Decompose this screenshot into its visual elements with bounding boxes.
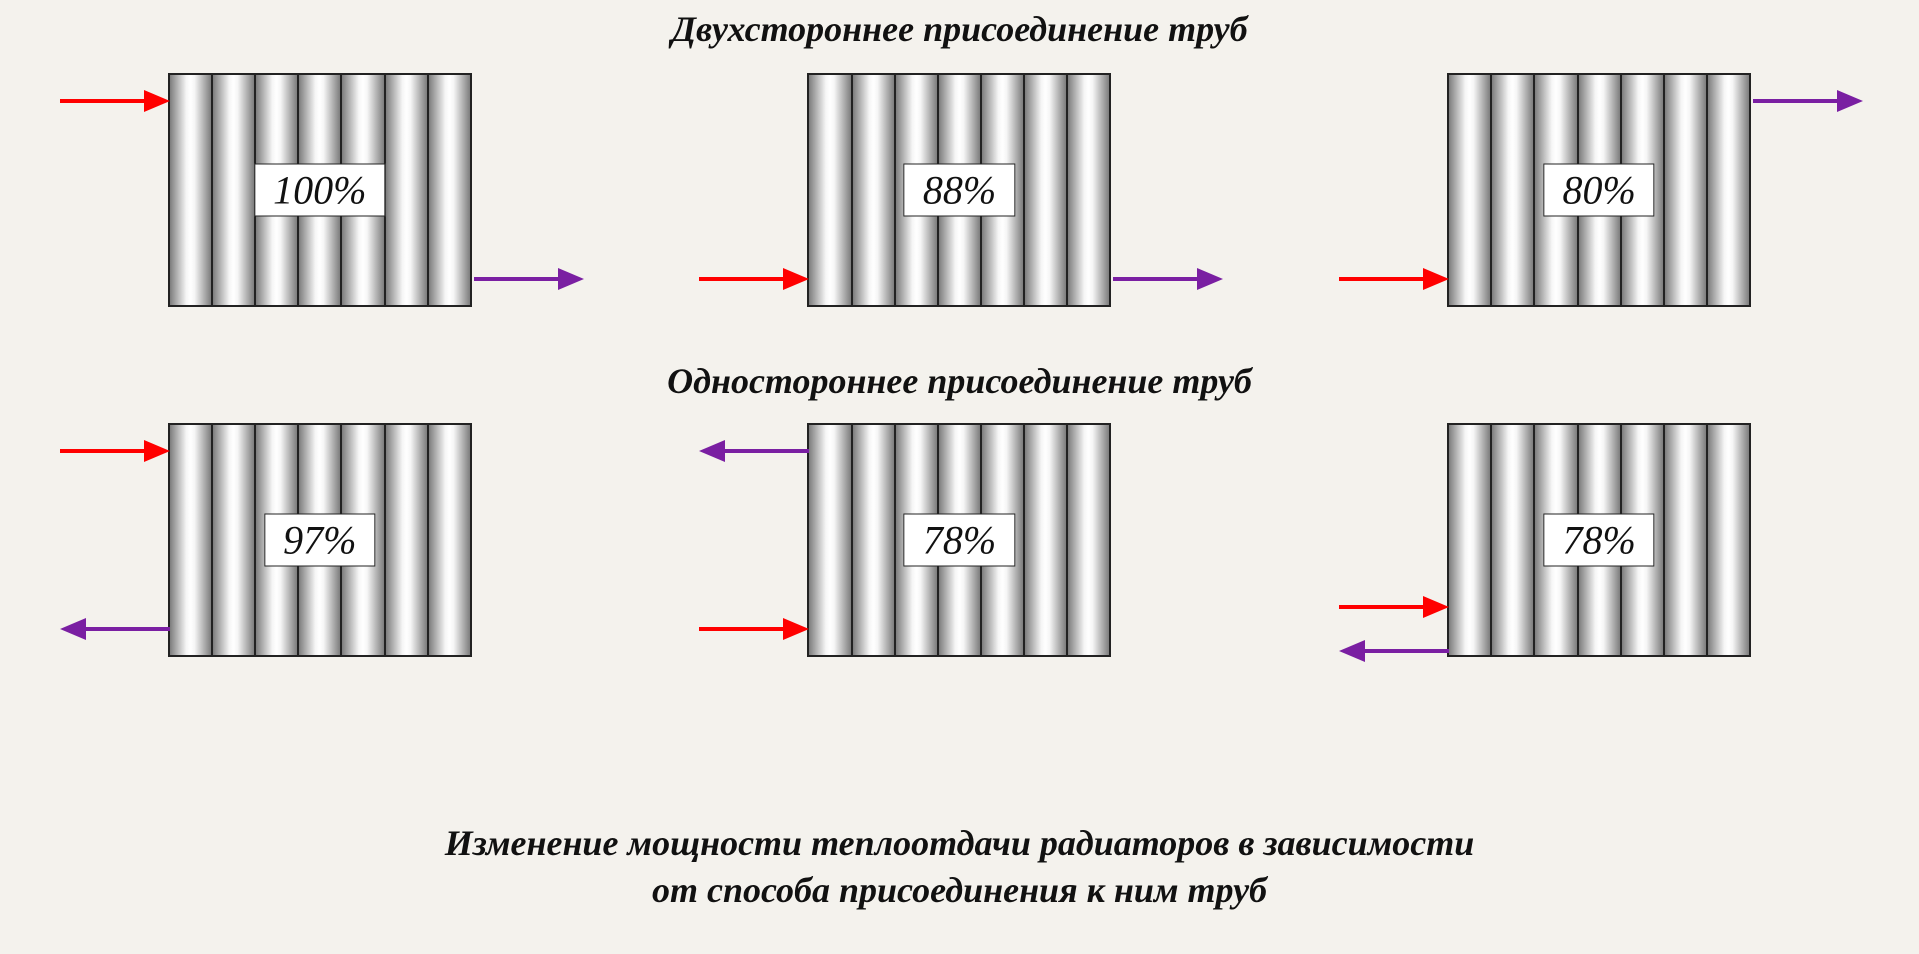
radiator-fin — [1491, 425, 1534, 655]
radiator-fin — [212, 75, 255, 305]
row-bilateral: 100% 88% 80% — [0, 60, 1919, 320]
caption: Изменение мощности теплоотдачи радиаторо… — [0, 820, 1919, 914]
outlet-arrow — [1113, 266, 1223, 292]
efficiency-label: 80% — [1543, 164, 1654, 217]
radiator-fin — [385, 75, 428, 305]
radiator-fin — [1491, 75, 1534, 305]
radiator-fin — [1449, 75, 1491, 305]
radiator-fin — [428, 75, 470, 305]
radiator-fin — [1449, 425, 1491, 655]
radiator-1: 100% — [60, 60, 580, 320]
section-title-unilateral: Одностороннее присоединение труб — [0, 360, 1919, 402]
outlet-arrow — [60, 616, 170, 642]
radiator-fin — [809, 75, 851, 305]
radiator-fin — [385, 425, 428, 655]
inlet-arrow — [60, 88, 170, 114]
outlet-arrow — [474, 266, 584, 292]
inlet-arrow — [699, 616, 809, 642]
outlet-arrow — [699, 438, 809, 464]
radiator-fin — [852, 425, 895, 655]
radiator-fin — [170, 425, 212, 655]
radiator-fin — [809, 425, 851, 655]
caption-line-2: от способа присоединения к ним труб — [652, 870, 1267, 910]
radiator-2: 88% — [699, 60, 1219, 320]
radiator-fin — [1067, 75, 1109, 305]
outlet-arrow — [1339, 638, 1449, 664]
radiator-fin — [1024, 425, 1067, 655]
radiator-fin — [170, 75, 212, 305]
inlet-arrow — [1339, 266, 1449, 292]
radiator-fin — [1707, 75, 1749, 305]
radiator-fin — [1707, 425, 1749, 655]
radiator-fin — [1664, 425, 1707, 655]
radiator-fin — [212, 425, 255, 655]
radiator-fin — [852, 75, 895, 305]
efficiency-label: 100% — [254, 164, 385, 217]
radiator-6: 78% — [1339, 410, 1859, 670]
radiator-3: 80% — [1339, 60, 1859, 320]
inlet-arrow — [60, 438, 170, 464]
radiator-4: 97% — [60, 410, 580, 670]
radiator-fin — [1067, 425, 1109, 655]
inlet-arrow — [699, 266, 809, 292]
row-unilateral: 97% 78% 78% — [0, 410, 1919, 670]
efficiency-label: 97% — [264, 514, 375, 567]
caption-line-1: Изменение мощности теплоотдачи радиаторо… — [445, 823, 1475, 863]
radiator-fin — [428, 425, 470, 655]
radiator-5: 78% — [699, 410, 1219, 670]
radiator-fin — [1664, 75, 1707, 305]
efficiency-label: 78% — [1543, 514, 1654, 567]
efficiency-label: 78% — [904, 514, 1015, 567]
inlet-arrow — [1339, 594, 1449, 620]
efficiency-label: 88% — [904, 164, 1015, 217]
outlet-arrow — [1753, 88, 1863, 114]
section-title-bilateral: Двухстороннее присоединение труб — [0, 8, 1919, 50]
radiator-fin — [1024, 75, 1067, 305]
